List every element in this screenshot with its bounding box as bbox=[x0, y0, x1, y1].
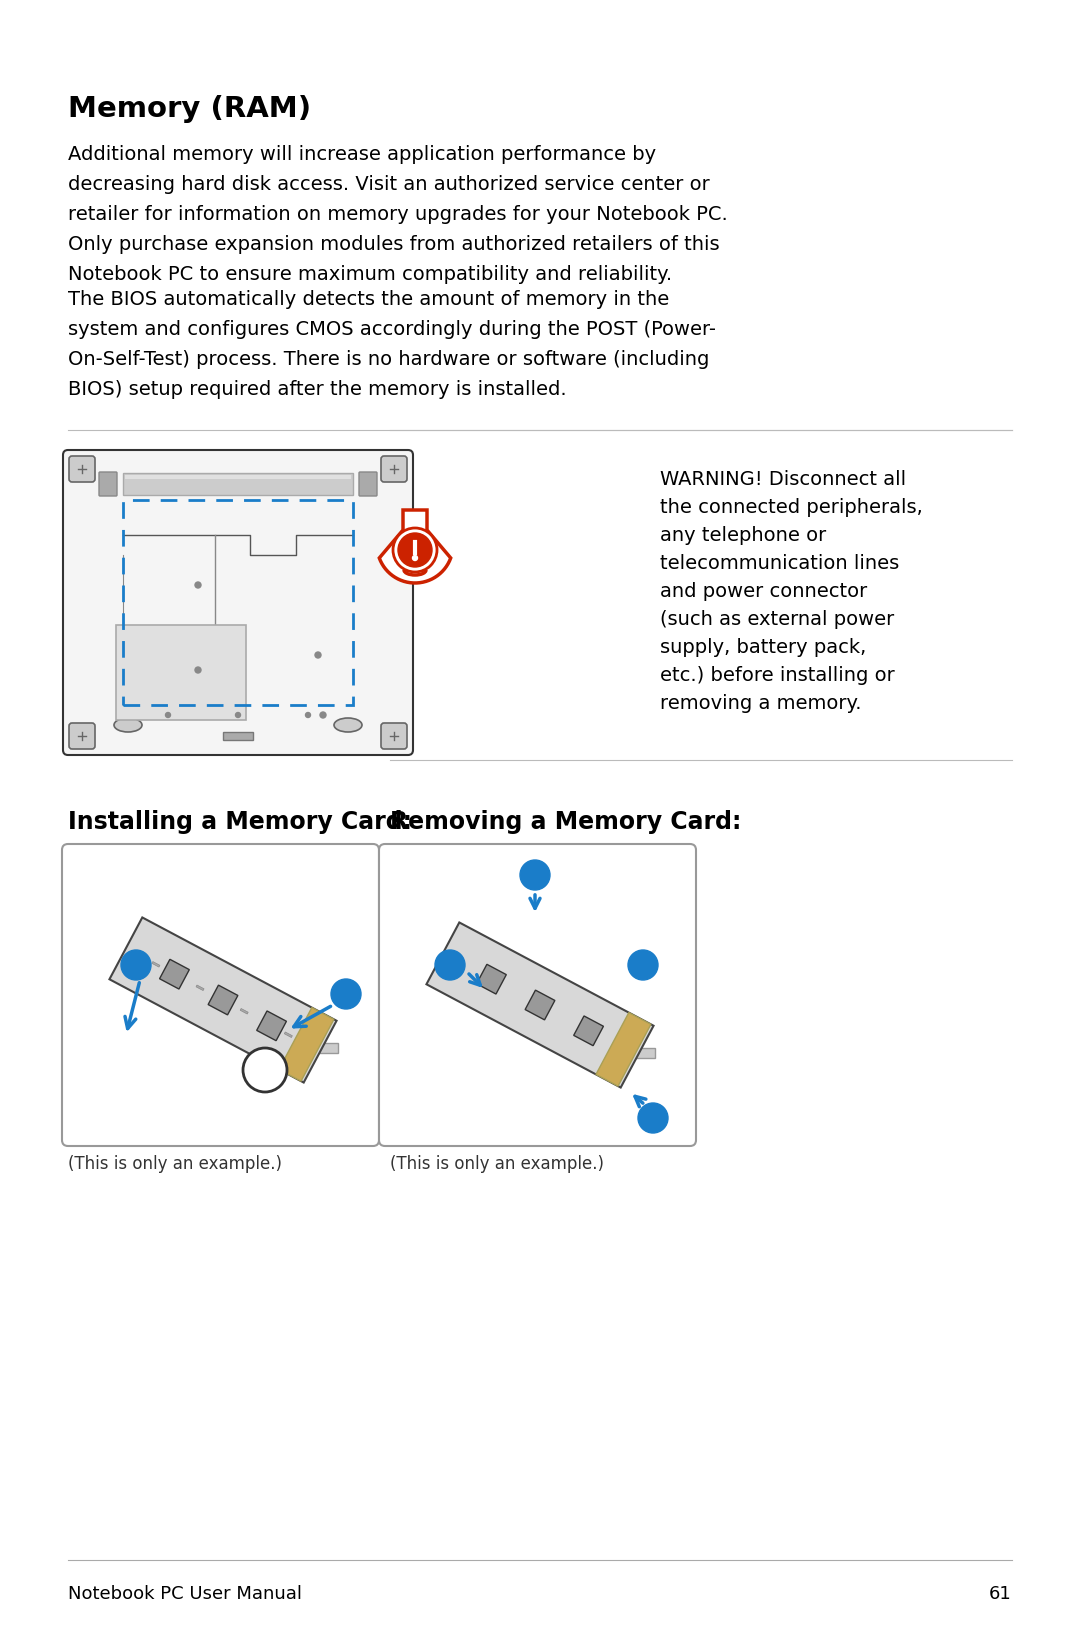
FancyBboxPatch shape bbox=[381, 456, 407, 482]
Text: (This is only an example.): (This is only an example.) bbox=[68, 1155, 282, 1173]
Text: (This is only an example.): (This is only an example.) bbox=[390, 1155, 604, 1173]
Polygon shape bbox=[152, 962, 160, 966]
FancyBboxPatch shape bbox=[69, 456, 95, 482]
Circle shape bbox=[235, 713, 241, 718]
Polygon shape bbox=[427, 923, 653, 1087]
Polygon shape bbox=[109, 918, 337, 1082]
Circle shape bbox=[519, 861, 550, 890]
Circle shape bbox=[306, 713, 311, 718]
Text: any telephone or: any telephone or bbox=[660, 526, 826, 545]
Circle shape bbox=[627, 950, 658, 979]
Text: the connected peripherals,: the connected peripherals, bbox=[660, 498, 922, 517]
Circle shape bbox=[121, 950, 151, 979]
Text: 1: 1 bbox=[649, 1108, 661, 1126]
Ellipse shape bbox=[334, 718, 362, 732]
Circle shape bbox=[638, 1103, 669, 1132]
FancyBboxPatch shape bbox=[69, 722, 95, 748]
Circle shape bbox=[320, 713, 326, 718]
Polygon shape bbox=[257, 1010, 286, 1041]
Polygon shape bbox=[208, 984, 238, 1015]
Text: 2: 2 bbox=[131, 955, 143, 973]
Polygon shape bbox=[525, 991, 555, 1020]
Polygon shape bbox=[379, 509, 450, 582]
Circle shape bbox=[399, 534, 432, 566]
Text: WARNING! Disconnect all: WARNING! Disconnect all bbox=[660, 470, 906, 490]
Text: etc.) before installing or: etc.) before installing or bbox=[660, 665, 894, 685]
Circle shape bbox=[435, 950, 465, 979]
Text: BIOS) setup required after the memory is installed.: BIOS) setup required after the memory is… bbox=[68, 381, 567, 399]
Polygon shape bbox=[596, 1012, 651, 1087]
Circle shape bbox=[393, 529, 437, 573]
Bar bbox=[123, 499, 353, 704]
Circle shape bbox=[165, 713, 171, 718]
FancyBboxPatch shape bbox=[62, 844, 379, 1145]
Bar bbox=[590, 1048, 654, 1058]
Polygon shape bbox=[240, 1009, 248, 1014]
Text: removing a memory.: removing a memory. bbox=[660, 695, 862, 713]
Text: 61: 61 bbox=[989, 1585, 1012, 1603]
Text: Notebook PC User Manual: Notebook PC User Manual bbox=[68, 1585, 302, 1603]
FancyBboxPatch shape bbox=[63, 451, 413, 755]
Bar bbox=[116, 625, 246, 721]
FancyBboxPatch shape bbox=[381, 722, 407, 748]
Text: Memory (RAM): Memory (RAM) bbox=[68, 94, 311, 124]
Text: Installing a Memory Card:: Installing a Memory Card: bbox=[68, 810, 411, 835]
Text: (such as external power: (such as external power bbox=[660, 610, 894, 630]
Text: Only purchase expansion modules from authorized retailers of this: Only purchase expansion modules from aut… bbox=[68, 234, 719, 254]
Text: 30°: 30° bbox=[249, 1061, 276, 1074]
FancyBboxPatch shape bbox=[379, 844, 696, 1145]
Polygon shape bbox=[279, 1007, 334, 1080]
Polygon shape bbox=[476, 965, 507, 994]
Text: supply, battery pack,: supply, battery pack, bbox=[660, 638, 866, 657]
Circle shape bbox=[413, 555, 418, 560]
Circle shape bbox=[315, 652, 321, 657]
Circle shape bbox=[243, 1048, 287, 1092]
Text: retailer for information on memory upgrades for your Notebook PC.: retailer for information on memory upgra… bbox=[68, 205, 728, 225]
Text: Notebook PC to ensure maximum compatibility and reliability.: Notebook PC to ensure maximum compatibil… bbox=[68, 265, 672, 285]
Bar bbox=[123, 473, 353, 495]
Text: Removing a Memory Card:: Removing a Memory Card: bbox=[390, 810, 741, 835]
Polygon shape bbox=[197, 984, 204, 991]
Text: and power connector: and power connector bbox=[660, 582, 867, 600]
Polygon shape bbox=[573, 1015, 604, 1046]
Text: system and configures CMOS accordingly during the POST (Power-: system and configures CMOS accordingly d… bbox=[68, 321, 716, 338]
Text: On-Self-Test) process. There is no hardware or software (including: On-Self-Test) process. There is no hardw… bbox=[68, 350, 710, 369]
FancyBboxPatch shape bbox=[359, 472, 377, 496]
Text: 2: 2 bbox=[445, 955, 457, 973]
FancyBboxPatch shape bbox=[99, 472, 117, 496]
Bar bbox=[125, 475, 351, 478]
Bar bbox=[273, 1043, 338, 1053]
Text: decreasing hard disk access. Visit an authorized service center or: decreasing hard disk access. Visit an au… bbox=[68, 176, 710, 194]
Text: 1: 1 bbox=[531, 866, 542, 883]
Text: 3: 3 bbox=[638, 955, 650, 973]
Text: telecommunication lines: telecommunication lines bbox=[660, 555, 900, 573]
Bar bbox=[222, 732, 253, 740]
Text: The BIOS automatically detects the amount of memory in the: The BIOS automatically detects the amoun… bbox=[68, 290, 670, 309]
Text: 1: 1 bbox=[342, 984, 353, 1002]
Circle shape bbox=[195, 582, 201, 587]
Circle shape bbox=[330, 979, 361, 1009]
Text: Additional memory will increase application performance by: Additional memory will increase applicat… bbox=[68, 145, 657, 164]
Circle shape bbox=[195, 667, 201, 674]
Polygon shape bbox=[284, 1032, 293, 1038]
Ellipse shape bbox=[114, 718, 141, 732]
Polygon shape bbox=[160, 960, 189, 989]
